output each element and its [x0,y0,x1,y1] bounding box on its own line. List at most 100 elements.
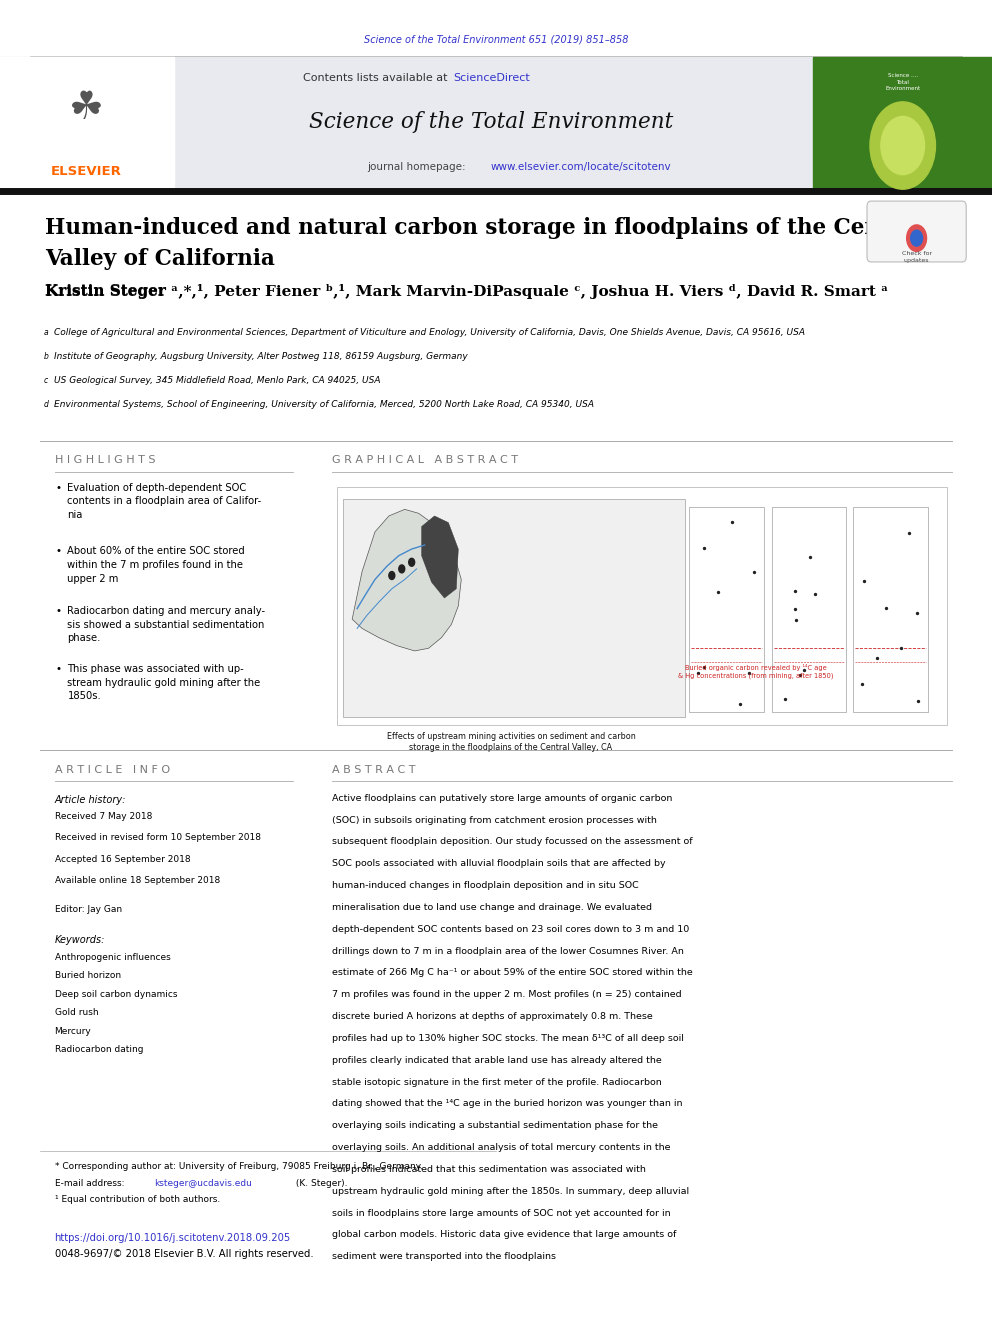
Text: Available online 18 September 2018: Available online 18 September 2018 [55,876,220,885]
Point [787,581,803,602]
Text: a: a [44,328,49,337]
Text: 7 m profiles was found in the upper 2 m. Most profiles (n = 25) contained: 7 m profiles was found in the upper 2 m.… [332,990,682,999]
Text: upstream hydraulic gold mining after the 1850s. In summary, deep alluvial: upstream hydraulic gold mining after the… [332,1187,689,1196]
Text: Anthropogenic influences: Anthropogenic influences [55,953,171,962]
Text: Human-induced and natural carbon storage in floodplains of the Central: Human-induced and natural carbon storage… [45,217,923,238]
Text: Institute of Geography, Augsburg University, Alter Postweg 118, 86159 Augsburg, : Institute of Geography, Augsburg Univers… [54,352,467,361]
Point [778,688,794,709]
Text: US Geological Survey, 345 Middlefield Road, Menlo Park, CA 94025, USA: US Geological Survey, 345 Middlefield Ro… [54,376,380,385]
Text: A B S T R A C T: A B S T R A C T [332,765,416,775]
Text: Mercury: Mercury [55,1027,91,1036]
Point [901,523,917,544]
Point [878,598,894,619]
Text: Buried horizon: Buried horizon [55,971,121,980]
Text: Check for
updates: Check for updates [902,251,931,262]
Point [724,511,740,532]
Text: Kristin Steger: Kristin Steger [45,284,171,298]
Text: ☘: ☘ [68,90,104,127]
Text: subsequent floodplain deposition. Our study focussed on the assessment of: subsequent floodplain deposition. Our st… [332,837,693,847]
Text: Valley of California: Valley of California [45,249,275,270]
Text: profiles clearly indicated that arable land use has already altered the: profiles clearly indicated that arable l… [332,1056,662,1065]
FancyBboxPatch shape [867,201,966,262]
Text: 0048-9697/© 2018 Elsevier B.V. All rights reserved.: 0048-9697/© 2018 Elsevier B.V. All right… [55,1249,313,1259]
Text: global carbon models. Historic data give evidence that large amounts of: global carbon models. Historic data give… [332,1230,677,1240]
Point [802,546,817,568]
Text: * Corresponding author at: University of Freiburg, 79085 Freiburg i. Br., German: * Corresponding author at: University of… [55,1162,423,1171]
Text: human-induced changes in floodplain deposition and in situ SOC: human-induced changes in floodplain depo… [332,881,639,890]
Text: Editor: Jay Gan: Editor: Jay Gan [55,905,122,914]
Point [710,582,726,603]
Point [696,537,712,558]
Bar [0,57,992,189]
Text: College of Agricultural and Environmental Sciences, Department of Viticulture an: College of Agricultural and Environmenta… [54,328,805,337]
Text: Environmental Systems, School of Engineering, University of California, Merced, : Environmental Systems, School of Enginee… [54,400,593,409]
Text: •: • [56,664,62,675]
Text: Buried organic carbon revealed by ¹⁴C age
& Hg concentrations (from mining, afte: Buried organic carbon revealed by ¹⁴C ag… [679,664,833,679]
Text: sediment were transported into the floodplains: sediment were transported into the flood… [332,1252,557,1261]
Point [869,647,885,668]
Text: soils in floodplains store large amounts of SOC not yet accounted for in: soils in floodplains store large amounts… [332,1209,671,1217]
Text: Keywords:: Keywords: [55,935,105,946]
Text: Active floodplains can putatively store large amounts of organic carbon: Active floodplains can putatively store … [332,794,673,803]
Text: •: • [56,606,62,617]
Circle shape [399,565,405,573]
Point [807,583,823,605]
Text: Science of the Total Environment 651 (2019) 851–858: Science of the Total Environment 651 (20… [364,34,628,45]
Text: ELSEVIER: ELSEVIER [51,165,122,179]
Text: About 60% of the entire SOC stored
within the 7 m profiles found in the
upper 2 : About 60% of the entire SOC stored withi… [67,546,245,583]
Text: (SOC) in subsoils originating from catchment erosion processes with: (SOC) in subsoils originating from catch… [332,815,657,824]
Circle shape [389,572,395,579]
Text: This phase was associated with up-
stream hydraulic gold mining after the
1850s.: This phase was associated with up- strea… [67,664,261,701]
Text: G R A P H I C A L   A B S T R A C T: G R A P H I C A L A B S T R A C T [332,455,518,466]
Point [911,691,927,712]
Text: journal homepage:: journal homepage: [367,161,469,172]
Circle shape [911,230,923,246]
Text: Effects of upstream mining activities on sediment and carbon
storage in the floo: Effects of upstream mining activities on… [387,732,635,751]
Text: estimate of 266 Mg C ha⁻¹ or about 59% of the entire SOC stored within the: estimate of 266 Mg C ha⁻¹ or about 59% o… [332,968,693,978]
Bar [813,57,992,189]
Text: c: c [44,376,48,385]
Text: E-mail address:: E-mail address: [55,1179,127,1188]
Text: ¹ Equal contribution of both authors.: ¹ Equal contribution of both authors. [55,1195,220,1204]
Point [746,561,762,582]
Text: Received 7 May 2018: Received 7 May 2018 [55,812,152,822]
Text: Science of the Total Environment: Science of the Total Environment [309,111,674,132]
Point [796,659,811,680]
Text: discrete buried A horizons at depths of approximately 0.8 m. These: discrete buried A horizons at depths of … [332,1012,653,1021]
Point [910,602,926,623]
Text: Contents lists available at: Contents lists available at [304,73,451,83]
Point [787,598,803,619]
Text: Kristin Steger ᵃ,*,¹, Peter Fiener ᵇ,¹, Mark Marvin-DiPasquale ᶜ, Joshua H. Vier: Kristin Steger ᵃ,*,¹, Peter Fiener ᵇ,¹, … [45,283,888,299]
Circle shape [907,225,927,251]
Point [732,693,748,714]
Text: stable isotopic signature in the first meter of the profile. Radiocarbon: stable isotopic signature in the first m… [332,1077,662,1086]
Circle shape [881,116,925,175]
Text: SOC pools associated with alluvial floodplain soils that are affected by: SOC pools associated with alluvial flood… [332,860,666,868]
Text: overlaying soils indicating a substantial sedimentation phase for the: overlaying soils indicating a substantia… [332,1121,659,1130]
Text: Gold rush: Gold rush [55,1008,98,1017]
Bar [0,57,174,189]
Point [856,570,872,591]
Point [696,656,712,677]
Point [741,662,757,683]
Text: (K. Steger).: (K. Steger). [293,1179,347,1188]
Text: Science ....
Total
Environment: Science .... Total Environment [885,73,921,91]
Text: d: d [44,400,49,409]
Bar [343,499,685,717]
Text: profiles had up to 130% higher SOC stocks. The mean δ¹³C of all deep soil: profiles had up to 130% higher SOC stock… [332,1035,684,1043]
Text: b: b [44,352,49,361]
Text: Article history:: Article history: [55,795,126,806]
Point [792,664,807,685]
Bar [689,507,764,712]
Polygon shape [352,509,461,651]
Point [690,663,706,684]
Text: Evaluation of depth-dependent SOC
contents in a floodplain area of Califor-
nia: Evaluation of depth-dependent SOC conten… [67,483,262,520]
Text: Radiocarbon dating and mercury analy-
sis showed a substantial sedimentation
pha: Radiocarbon dating and mercury analy- si… [67,606,266,643]
Text: www.elsevier.com/locate/scitotenv: www.elsevier.com/locate/scitotenv [491,161,672,172]
Point [788,610,804,631]
Bar [853,507,928,712]
Bar [772,507,846,712]
Circle shape [870,102,935,189]
Bar [337,487,947,725]
Circle shape [409,558,415,566]
